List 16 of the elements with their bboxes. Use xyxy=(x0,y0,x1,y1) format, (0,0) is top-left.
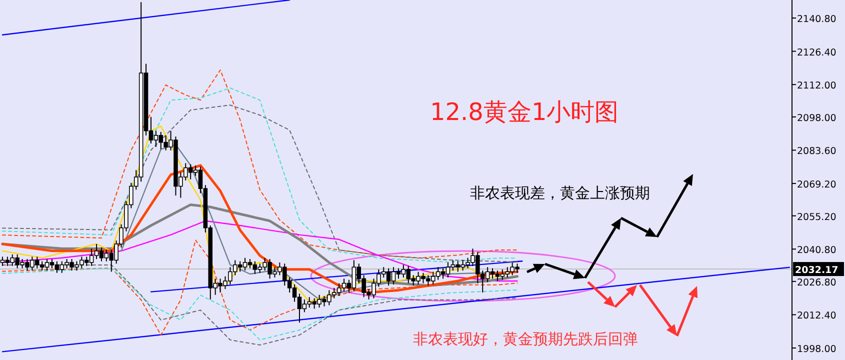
y-tick-label: 2040.80 xyxy=(797,245,836,256)
ref-line-label: 2032.17 xyxy=(795,265,838,276)
text: 12.8黄金1小时图 xyxy=(430,98,619,126)
y-tick-label: 2083.60 xyxy=(797,146,836,158)
y-tick-label: 2012.40 xyxy=(797,310,836,322)
annotation: 非农表现好，黄金预期先跌后回弹 xyxy=(413,330,638,348)
line-series xyxy=(2,220,518,282)
y-tick-label: 2112.00 xyxy=(797,80,836,92)
y-tick-label: 2026.80 xyxy=(797,277,836,288)
y-tick-label: 2098.00 xyxy=(797,112,836,124)
annotation: 非农表现差，黄金上涨预期 xyxy=(470,184,650,202)
y-tick-label: 2126.40 xyxy=(797,47,836,58)
y-tick-label: 2069.20 xyxy=(797,179,836,190)
y-tick-label: 2140.80 xyxy=(797,14,836,26)
y-tick-label: 1998.00 xyxy=(797,344,836,355)
y-tick-label: 2055.20 xyxy=(797,212,836,223)
